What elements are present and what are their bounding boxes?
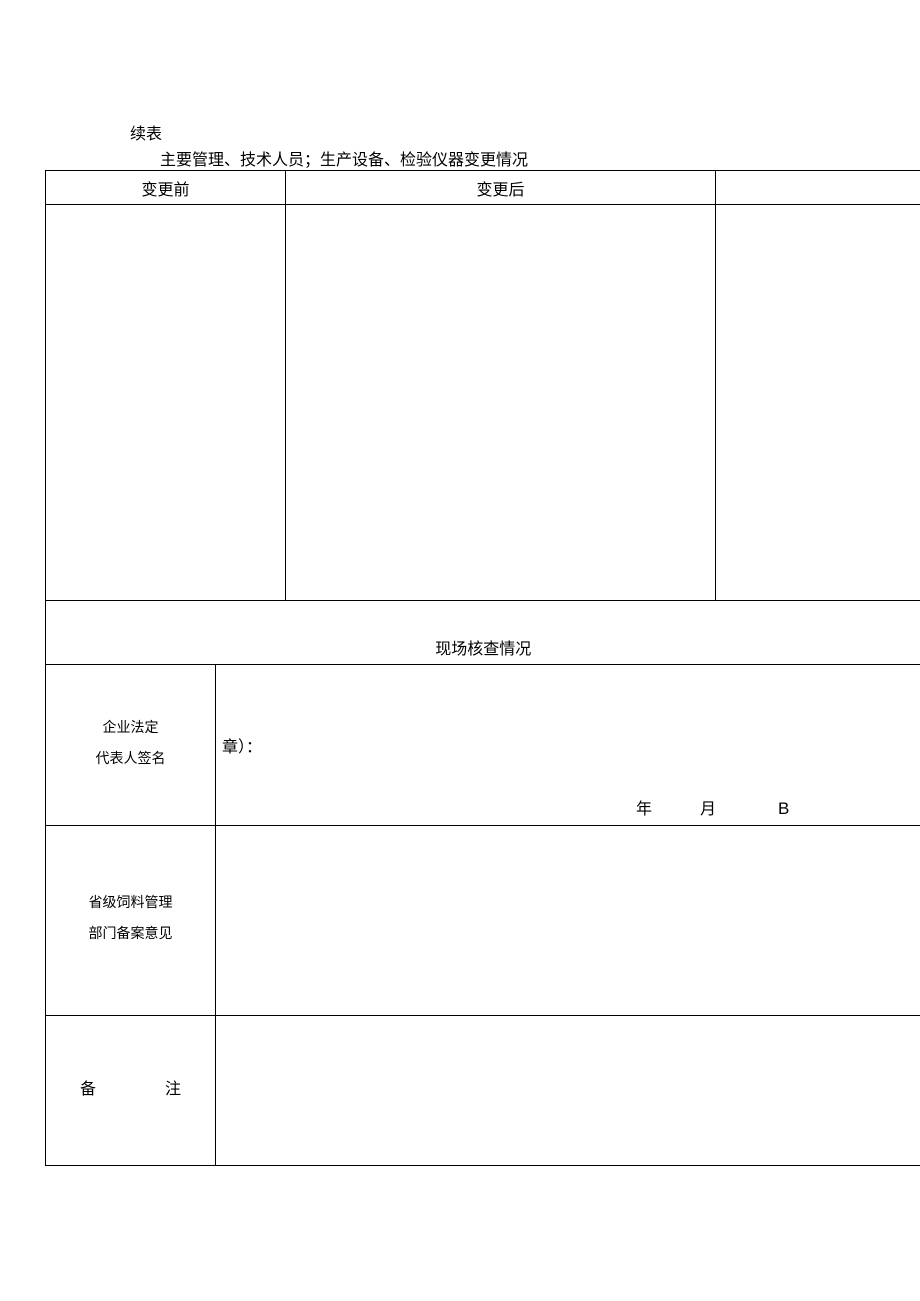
col-header-before: 变更前 bbox=[46, 171, 286, 205]
opinion-label-line1: 省级饲料管理 bbox=[54, 889, 207, 920]
signature-row: 企业法定 代表人签名 章）： 年 月 B bbox=[46, 665, 920, 825]
signature-date: 年 月 B bbox=[636, 795, 789, 819]
remark-label: 备 注 bbox=[54, 1072, 207, 1107]
col-header-after: 变更后 bbox=[286, 171, 716, 205]
seal-text: 章）： bbox=[222, 733, 262, 757]
content-row bbox=[46, 205, 920, 601]
signature-table: 企业法定 代表人签名 章）： 年 月 B 省级饲料管理 部门备案意见 备 注 bbox=[45, 665, 920, 1166]
opinion-label-line2: 部门备案意见 bbox=[54, 920, 207, 951]
date-month-label: 月 bbox=[700, 795, 716, 819]
content-extra bbox=[716, 205, 920, 601]
remark-char2: 注 bbox=[165, 1072, 181, 1107]
remark-content bbox=[216, 1015, 920, 1165]
table-header-row: 变更前 变更后 bbox=[46, 171, 920, 205]
date-year-label: 年 bbox=[636, 795, 652, 819]
content-after bbox=[286, 205, 716, 601]
sig-label-line2: 代表人签名 bbox=[54, 745, 207, 776]
opinion-label: 省级饲料管理 部门备案意见 bbox=[46, 825, 216, 1015]
remark-label-cell: 备 注 bbox=[46, 1015, 216, 1165]
opinion-content bbox=[216, 825, 920, 1015]
date-b-label: B bbox=[778, 799, 789, 819]
col-header-extra bbox=[716, 171, 920, 205]
sig-label-line1: 企业法定 bbox=[54, 714, 207, 745]
signature-label: 企业法定 代表人签名 bbox=[46, 665, 216, 825]
signature-content: 章）： 年 月 B bbox=[216, 665, 920, 825]
continuation-label: 续表 bbox=[130, 120, 920, 144]
inspection-header: 现场核查情况 bbox=[46, 601, 920, 665]
remark-char1: 备 bbox=[80, 1072, 96, 1107]
change-table: 变更前 变更后 现场核查情况 bbox=[45, 170, 920, 665]
opinion-row: 省级饲料管理 部门备案意见 bbox=[46, 825, 920, 1015]
subtitle: 主要管理、技术人员；生产设备、检验仪器变更情况 bbox=[160, 146, 920, 170]
content-before bbox=[46, 205, 286, 601]
inspection-header-row: 现场核查情况 bbox=[46, 601, 920, 665]
remark-row: 备 注 bbox=[46, 1015, 920, 1165]
